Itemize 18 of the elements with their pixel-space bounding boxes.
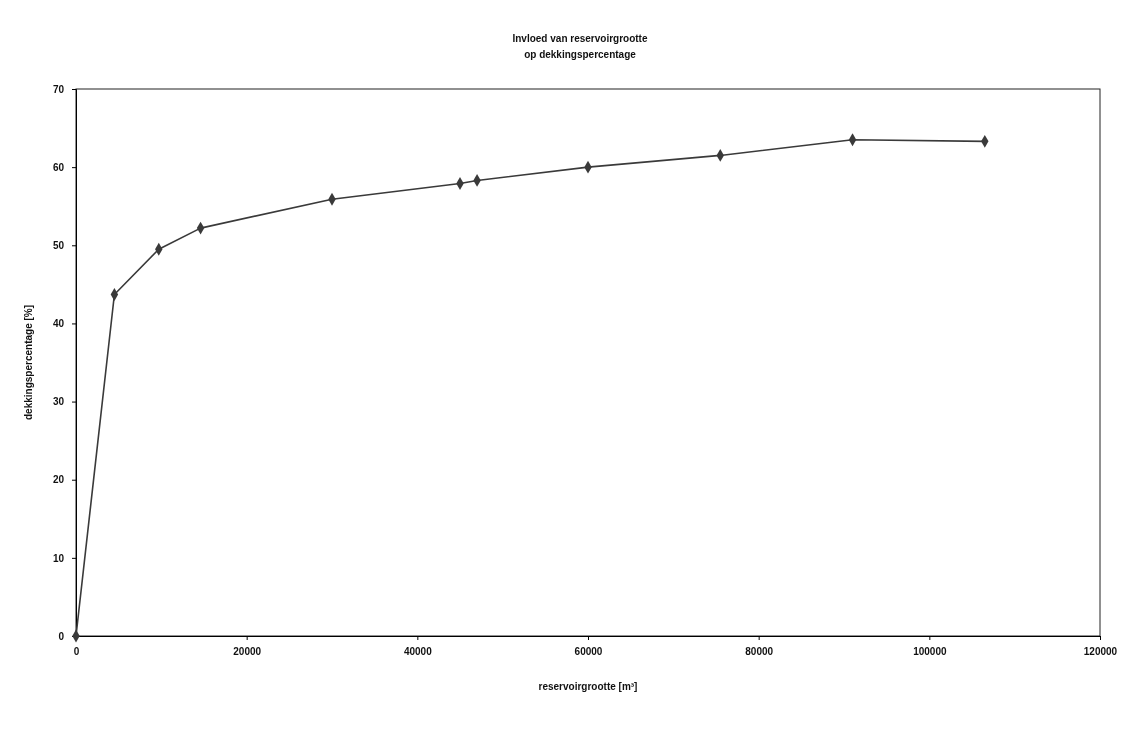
x-tick-label: 100000 [913, 646, 947, 658]
x-tick-label: 0 [73, 646, 80, 658]
x-tick-label: 80000 [745, 646, 774, 658]
y-axis-title: dekkingspercentage [%] [23, 304, 34, 421]
x-tick-label: 40000 [403, 646, 433, 658]
x-tick-label: 120000 [1083, 646, 1118, 658]
x-tick-label: 60000 [574, 646, 603, 658]
chart-title: Invloed van reservoirgrootte op dekkingspercentage [512, 33, 648, 60]
y-tick-label: 20 [52, 474, 65, 486]
y-tick-label: 60 [52, 161, 65, 173]
y-tick-label: 0 [58, 630, 65, 642]
y-tick-label: 10 [52, 552, 65, 564]
y-tick-label: 40 [52, 318, 65, 330]
y-tick-label: 50 [52, 239, 65, 251]
y-tick-label: 30 [52, 396, 65, 408]
y-tick-label: 70 [52, 83, 65, 95]
x-axis-title: reservoirgrootte [m³] [538, 681, 638, 692]
x-tick-label: 20000 [233, 646, 262, 658]
